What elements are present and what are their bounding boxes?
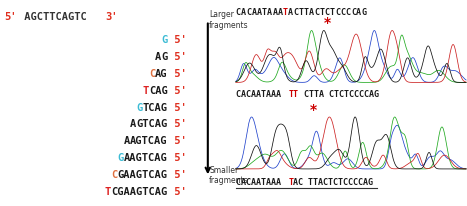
Text: 5': 5' — [168, 86, 187, 96]
Text: C: C — [236, 8, 241, 17]
Text: T: T — [288, 178, 293, 187]
Text: T: T — [283, 8, 288, 17]
Text: TT: TT — [288, 90, 298, 99]
Text: A: A — [272, 8, 277, 17]
Text: T: T — [262, 8, 267, 17]
Text: T: T — [304, 8, 309, 17]
Text: C: C — [246, 8, 251, 17]
Text: T: T — [298, 8, 304, 17]
Text: CACAATAAA: CACAATAAA — [236, 178, 286, 187]
Text: G: G — [162, 52, 168, 62]
Text: C: C — [111, 170, 117, 180]
Text: AC TTACTCTCCCCAG: AC TTACTCTCCCCAG — [293, 178, 374, 187]
Text: C: C — [149, 69, 155, 79]
Text: C: C — [346, 8, 351, 17]
Text: *: * — [309, 103, 317, 117]
Text: AGCTTCAGTC: AGCTTCAGTC — [18, 12, 93, 22]
Text: G: G — [136, 103, 142, 113]
Text: 5': 5' — [168, 35, 187, 45]
Text: CAG: CAG — [149, 86, 168, 96]
Text: CGAAGTCAG: CGAAGTCAG — [111, 187, 167, 197]
Text: T: T — [105, 187, 111, 197]
Text: A: A — [124, 136, 130, 146]
Text: 3': 3' — [105, 12, 118, 22]
Text: C: C — [314, 8, 319, 17]
Text: A: A — [155, 52, 162, 62]
Text: A: A — [241, 8, 246, 17]
Text: 5': 5' — [5, 12, 17, 22]
Text: C: C — [325, 8, 330, 17]
Text: 5': 5' — [168, 119, 187, 130]
Text: AGTCAG: AGTCAG — [130, 136, 168, 146]
Text: G: G — [361, 8, 367, 17]
Text: A: A — [252, 8, 256, 17]
Text: TCAG: TCAG — [143, 103, 168, 113]
Text: *: * — [323, 16, 331, 30]
Text: CTTA CTCTCCCCAG: CTTA CTCTCCCCAG — [298, 90, 379, 99]
Text: AG: AG — [155, 69, 168, 79]
Text: T: T — [143, 86, 149, 96]
Text: A: A — [288, 8, 293, 17]
Text: 5': 5' — [168, 52, 187, 62]
Text: AAGTCAG: AAGTCAG — [124, 153, 168, 163]
Text: Smaller
fragments: Smaller fragments — [209, 166, 249, 185]
Text: GAAGTCAG: GAAGTCAG — [118, 170, 168, 180]
Text: C: C — [351, 8, 356, 17]
Text: A: A — [267, 8, 272, 17]
Text: G: G — [162, 35, 168, 45]
Text: C: C — [293, 8, 298, 17]
Text: T: T — [319, 8, 325, 17]
Text: 5': 5' — [168, 153, 187, 163]
Text: Larger
fragments: Larger fragments — [209, 10, 249, 30]
Text: 5': 5' — [168, 136, 187, 146]
Text: CACAATAAA: CACAATAAA — [236, 90, 286, 99]
Text: G: G — [118, 153, 124, 163]
Text: A: A — [257, 8, 262, 17]
Text: A: A — [356, 8, 361, 17]
Text: C: C — [335, 8, 340, 17]
Text: A: A — [278, 8, 283, 17]
Text: 5': 5' — [168, 103, 187, 113]
Text: GTCAG: GTCAG — [136, 119, 168, 130]
Text: 5': 5' — [168, 69, 187, 79]
Text: 5': 5' — [168, 170, 187, 180]
Text: T: T — [330, 8, 335, 17]
Text: C: C — [340, 8, 346, 17]
Text: A: A — [309, 8, 314, 17]
Text: 5': 5' — [168, 187, 187, 197]
Text: A: A — [130, 119, 136, 130]
